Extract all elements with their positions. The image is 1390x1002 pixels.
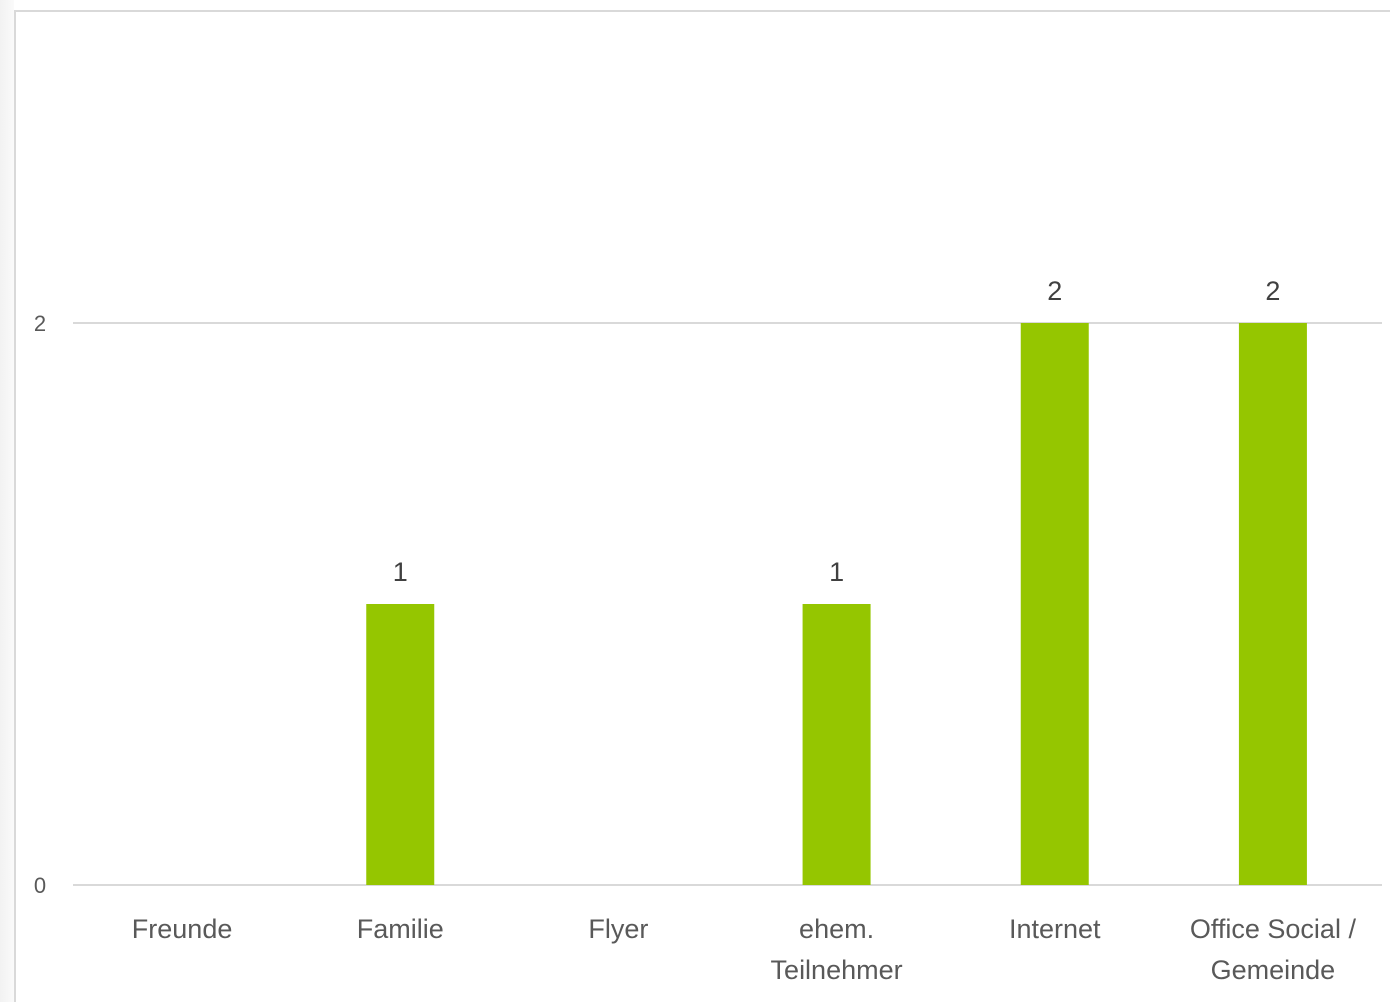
category-label: Familie (357, 914, 444, 944)
category-label-line: Gemeinde (1211, 955, 1336, 985)
data-label: 1 (393, 557, 408, 587)
category-label: Internet (1009, 914, 1101, 944)
data-label: 2 (1047, 276, 1062, 306)
y-tick-label: 2 (34, 311, 46, 336)
y-tick-label: 0 (34, 873, 46, 898)
category-label: Flyer (588, 914, 648, 944)
gridlines (73, 322, 1382, 886)
chart-frame (14, 10, 1390, 1002)
category-label-line: Office Social / (1190, 914, 1357, 944)
category-label-line: Familie (357, 914, 444, 944)
data-labels: 1 1 2 2 (393, 276, 1281, 587)
bar-office-social-gemeinde (1238, 323, 1307, 885)
bar-familie (366, 604, 435, 885)
data-label: 1 (829, 557, 844, 587)
left-shade (0, 0, 14, 1002)
category-label-line: Freunde (132, 914, 233, 944)
category-label: ehem. Teilnehmer (771, 914, 903, 985)
bar-ehem-teilnehmer (802, 604, 871, 885)
bar-internet (1020, 323, 1089, 885)
category-label: Freunde (132, 914, 233, 944)
category-label-line: Flyer (588, 914, 648, 944)
category-labels: Freunde Familie Flyer ehem. Teilnehmer Intern… (132, 914, 1357, 985)
category-label-line: Teilnehmer (771, 955, 903, 985)
category-label: Office Social / Gemeinde (1190, 914, 1357, 985)
data-label: 2 (1265, 276, 1280, 306)
y-axis-ticks: 02 (34, 311, 46, 898)
category-label-line: Internet (1009, 914, 1101, 944)
bars (366, 323, 1307, 885)
category-label-line: ehem. (799, 914, 874, 944)
